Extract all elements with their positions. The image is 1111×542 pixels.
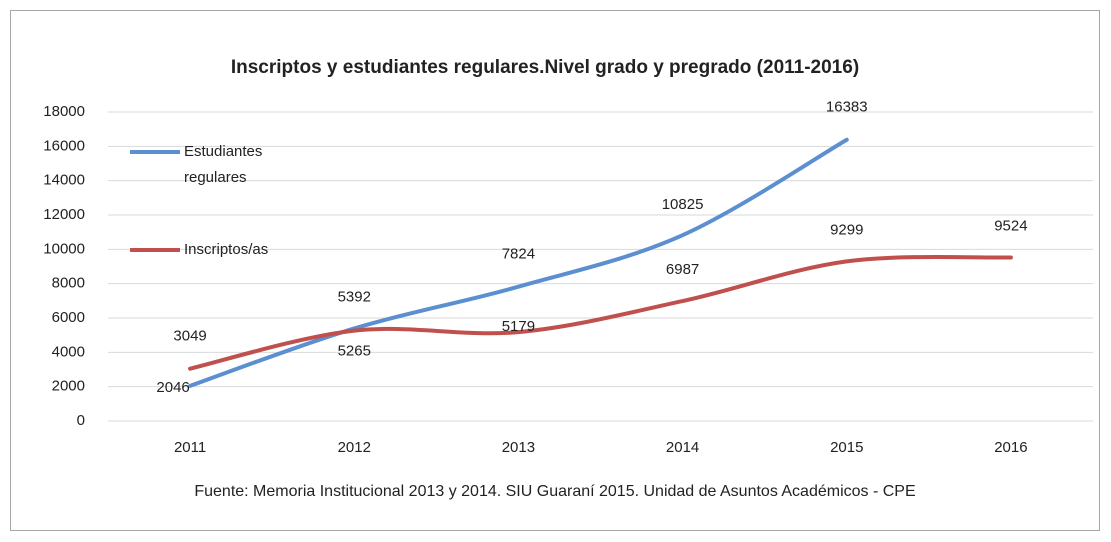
- data-label: 2046: [156, 379, 189, 396]
- y-tick-label: 8000: [52, 275, 85, 292]
- data-label: 6987: [666, 261, 699, 278]
- y-tick-label: 0: [77, 412, 85, 429]
- y-tick-label: 14000: [43, 172, 85, 189]
- x-tick-label: 2015: [830, 439, 863, 456]
- y-tick-label: 10000: [43, 240, 85, 257]
- data-label: 7824: [502, 246, 535, 263]
- legend-label: Inscriptos/as: [184, 241, 269, 258]
- data-label: 9524: [994, 217, 1027, 234]
- y-tick-label: 6000: [52, 309, 85, 326]
- data-label: 5179: [502, 318, 535, 335]
- x-tick-label: 2014: [666, 439, 699, 456]
- x-tick-label: 2011: [174, 439, 206, 456]
- data-label: 10825: [662, 196, 704, 213]
- x-tick-label: 2016: [994, 439, 1027, 456]
- chart-title: Inscriptos y estudiantes regulares.Nivel…: [231, 57, 859, 78]
- x-tick-label: 2012: [338, 439, 371, 456]
- data-label: 5265: [338, 343, 371, 360]
- y-tick-label: 16000: [43, 137, 85, 154]
- chart-border: [10, 10, 1100, 531]
- y-tick-label: 2000: [52, 378, 85, 395]
- data-label: 3049: [173, 328, 206, 345]
- legend-label: Estudiantes regulares: [184, 143, 263, 186]
- y-tick-label: 12000: [43, 206, 85, 223]
- data-label: 9299: [830, 221, 863, 238]
- series-line: [188, 137, 849, 388]
- data-label: 5392: [338, 288, 371, 305]
- data-label: 16383: [826, 99, 868, 116]
- x-tick-label: 2013: [502, 439, 535, 456]
- source-note: Fuente: Memoria Institucional 2013 y 201…: [194, 483, 915, 500]
- y-tick-label: 4000: [52, 343, 85, 360]
- series-line: [188, 254, 1013, 371]
- y-tick-label: 18000: [43, 103, 85, 120]
